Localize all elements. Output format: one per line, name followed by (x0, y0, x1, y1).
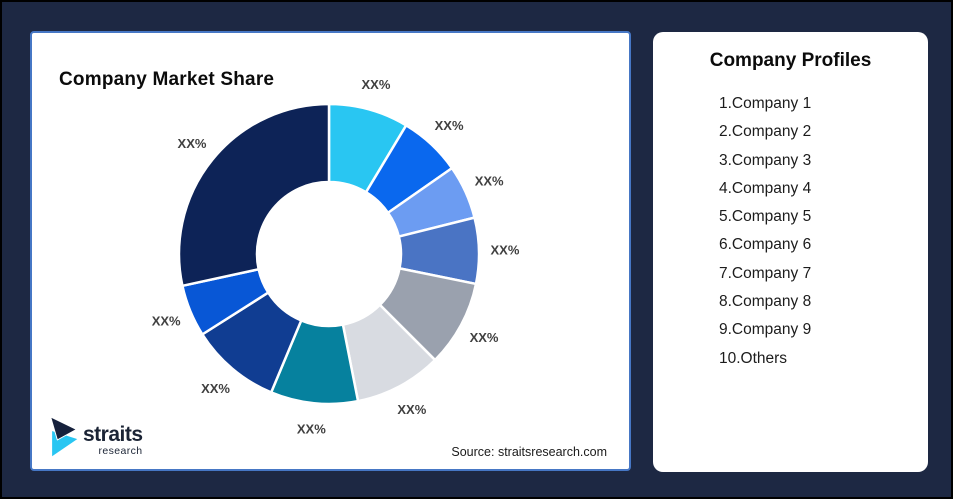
profiles-list-item: 10.Others (719, 349, 788, 367)
slice-label-3: XX% (475, 174, 504, 189)
slice-label-9: XX% (152, 313, 181, 328)
slice-label-7: XX% (297, 422, 326, 437)
profiles-list-item: 4.Company 4 (719, 179, 812, 197)
slice-label-10: XX% (178, 136, 207, 151)
straits-research-logo: straits research (50, 417, 143, 459)
profiles-list: 1.Company 1 2.Company 2 3.Company 3 4.Compa… (653, 90, 928, 373)
profiles-list-item: 9.Company 9 (719, 321, 812, 339)
donut-slice-10[interactable] (177, 102, 331, 288)
slice-label-4: XX% (491, 243, 520, 258)
profiles-list-item: 8.Company 8 (719, 293, 812, 311)
profiles-title: Company Profiles (709, 50, 872, 71)
chart-title: Company Market Share (59, 69, 275, 90)
profiles-list-item: 3.Company 3 (719, 151, 812, 169)
profiles-list-item: 1.Company 1 (719, 95, 812, 112)
market-share-card: XX% XX% XX% XX% XX% XX% XX% XX% XX% XX% Company M… (30, 31, 631, 471)
profiles-list-item: 5.Company 5 (719, 208, 812, 226)
logo-name: straits (83, 423, 143, 446)
logo-subtitle: research (98, 445, 143, 457)
slice-label-8: XX% (201, 381, 230, 396)
profiles-list-item: 2.Company 2 (719, 123, 812, 141)
company-profiles-card: Company Profiles 1.Company 1 2.Company 2 3… (653, 32, 928, 472)
straits-logo-icon (50, 417, 80, 458)
slice-label-2: XX% (435, 118, 464, 133)
slice-label-5: XX% (470, 330, 499, 345)
profiles-list-item: 7.Company 7 (719, 264, 812, 282)
source-note: Source: straitsresearch.com (451, 445, 607, 459)
logo-wordmark: straits research (83, 423, 143, 457)
slice-label-6: XX% (397, 402, 426, 417)
slice-label-1: XX% (362, 77, 391, 92)
profiles-list-item: 6.Company 6 (719, 236, 812, 254)
market-share-donut-chart: XX% XX% XX% XX% XX% XX% XX% XX% XX% XX% (152, 77, 520, 437)
